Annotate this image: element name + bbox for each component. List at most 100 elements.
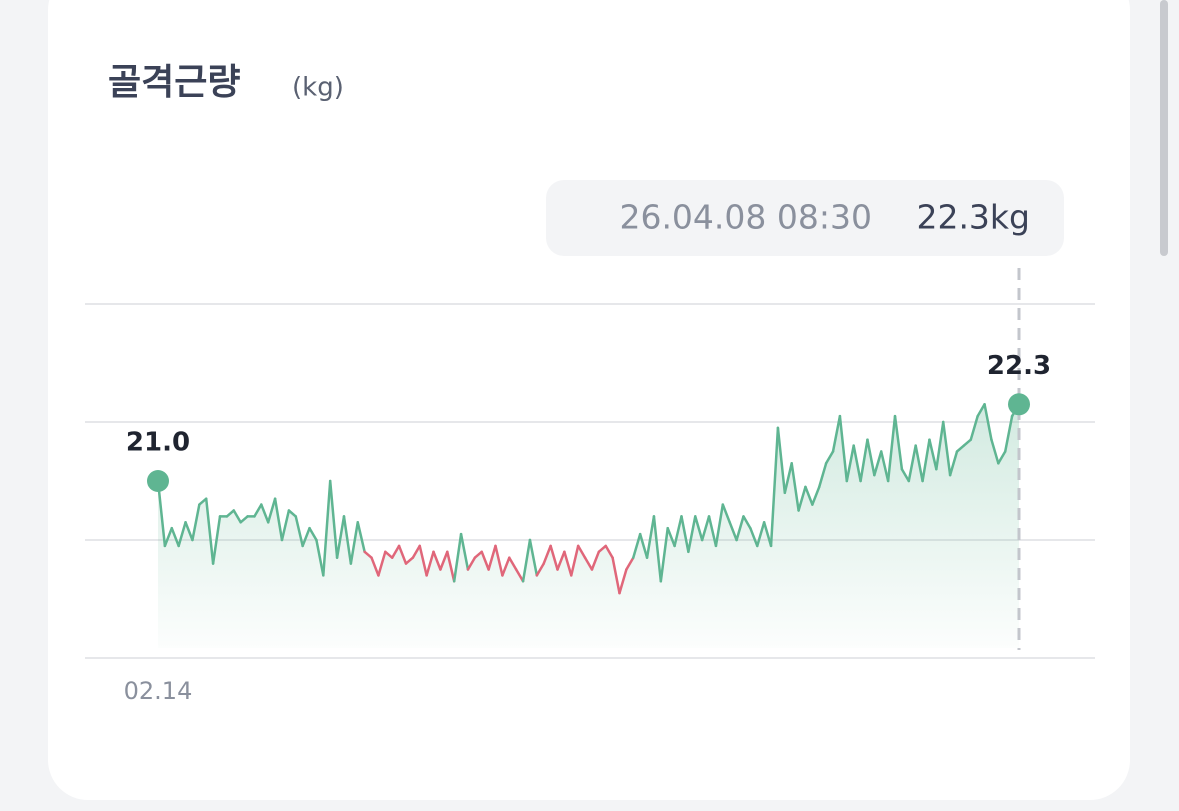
line-segment	[446, 550, 456, 583]
line-segment	[377, 550, 387, 577]
line-segment	[728, 521, 738, 542]
line-segment	[576, 544, 587, 559]
scrollbar[interactable]	[1160, 0, 1168, 256]
unit: (kg)	[292, 73, 344, 103]
line-segment	[976, 403, 986, 418]
line-segment	[900, 467, 911, 483]
line-segment	[866, 438, 876, 477]
line-segment	[328, 479, 339, 559]
line-segment	[597, 544, 607, 554]
line-segment	[969, 414, 979, 441]
line-segment	[349, 521, 360, 565]
line-segment	[852, 444, 862, 483]
line-segment	[177, 521, 187, 548]
line-segment	[962, 438, 973, 447]
line-segment	[694, 515, 704, 542]
line-segment	[625, 556, 635, 571]
line-segment	[487, 544, 497, 571]
line-segment	[425, 550, 435, 577]
line-segment	[673, 515, 683, 548]
line-segment	[356, 521, 366, 554]
tooltip-value: 22.3kg	[916, 198, 1030, 237]
point	[147, 470, 169, 492]
line-segment	[955, 444, 966, 453]
line-segment	[749, 526, 759, 548]
line-segment	[879, 450, 890, 483]
line-segment	[204, 497, 215, 565]
line-segment	[721, 503, 731, 524]
line-segment	[797, 485, 807, 512]
line-segment	[914, 444, 924, 483]
line-segment	[535, 562, 545, 577]
line-segment	[260, 503, 270, 524]
line-segment	[707, 515, 718, 548]
x-tick-label: 02.14	[124, 677, 193, 705]
line-segment	[563, 550, 573, 577]
line-segment	[604, 544, 614, 559]
line-segment	[411, 544, 421, 559]
line-segment	[384, 550, 394, 559]
line-segment	[638, 532, 649, 559]
line-segment	[886, 414, 897, 483]
line-segment	[452, 532, 463, 583]
line-segment	[528, 538, 539, 577]
tooltip	[546, 180, 1064, 256]
line-segment	[542, 544, 552, 565]
line-segment	[769, 426, 780, 548]
line-segment	[831, 414, 842, 453]
plot: 02.14 21.0 22.3	[85, 268, 1095, 705]
value-label: 21.0	[126, 428, 190, 458]
line-segment	[893, 414, 904, 471]
line-segment	[404, 556, 415, 565]
line-segment	[266, 497, 277, 524]
line-segment	[253, 503, 263, 518]
line-segment	[756, 521, 766, 548]
point	[1008, 393, 1030, 416]
value-label: 22.3	[987, 351, 1051, 381]
line-segment	[170, 526, 180, 548]
tooltip-date: 26.04.08 08:30	[619, 198, 872, 237]
line-segment	[645, 515, 656, 559]
line-segment	[983, 403, 993, 441]
line-segment	[273, 497, 284, 542]
line-segment	[239, 515, 249, 524]
line-segment	[232, 509, 242, 524]
card	[48, 0, 1130, 800]
line-segment	[521, 538, 532, 583]
line-segment	[301, 526, 311, 548]
line-segment	[583, 556, 594, 571]
line-segment	[556, 550, 566, 571]
line-segment	[680, 515, 690, 554]
line-segment	[473, 550, 483, 559]
line-segment	[742, 515, 752, 530]
line-segment	[873, 450, 883, 477]
line-segment	[762, 521, 773, 548]
line-segment	[163, 526, 174, 548]
line-segment	[811, 485, 821, 506]
line-segment	[700, 515, 711, 542]
line-segment	[714, 503, 725, 548]
line-segment	[804, 485, 814, 506]
line-segment	[790, 462, 800, 512]
line-segment	[935, 420, 945, 471]
line-segment	[439, 550, 449, 571]
line-segment	[928, 438, 938, 471]
line-segment	[363, 550, 373, 559]
line-segment	[941, 420, 952, 477]
line-segment	[549, 544, 559, 571]
line-segment	[397, 544, 408, 565]
line-segment	[817, 462, 828, 489]
line-segment	[211, 515, 222, 565]
line-segment	[570, 544, 580, 577]
line-segment	[501, 556, 511, 577]
line-segment	[611, 556, 621, 595]
line-segment	[459, 532, 470, 571]
line-segment	[652, 515, 663, 583]
line-segment	[191, 503, 201, 542]
line-segment	[315, 538, 325, 577]
line-segment	[508, 556, 518, 571]
line-segment	[390, 544, 401, 559]
line-segment	[632, 532, 642, 559]
line-segment	[225, 509, 236, 518]
